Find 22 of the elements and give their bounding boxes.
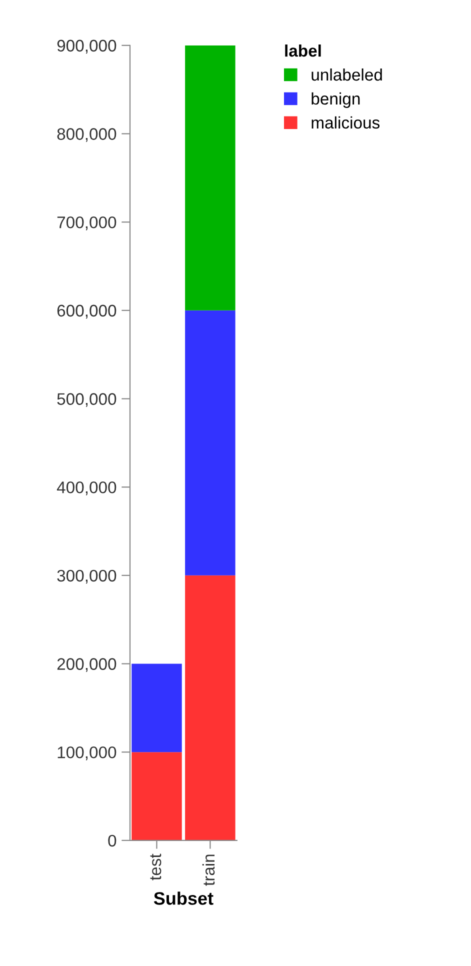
x-tick-label: test (150, 854, 162, 880)
bar (132, 664, 182, 752)
bar (185, 45, 236, 310)
bar (185, 310, 236, 576)
x-tick-label: train (202, 854, 215, 886)
legend-label: malicious (312, 116, 380, 129)
y-tick-label: 700,000 (57, 216, 116, 230)
y-tick-label: 500,000 (57, 393, 116, 407)
y-tick-label: 800,000 (57, 128, 116, 142)
bar (132, 752, 182, 840)
legend-title: label (285, 44, 321, 57)
bar (185, 575, 236, 840)
legend-label: benign (312, 92, 360, 108)
y-tick-label: 300,000 (57, 570, 116, 584)
y-tick-label: 900,000 (57, 40, 116, 54)
x-axis-title: Subset (154, 892, 214, 905)
legend-label: unlabeled (312, 68, 382, 81)
y-tick-label: 100,000 (58, 746, 116, 760)
y-tick-label: 600,000 (57, 304, 116, 319)
y-tick-label: 200,000 (57, 658, 116, 672)
y-tick-label: 400,000 (56, 481, 116, 496)
y-tick-label: 0 (108, 834, 116, 847)
